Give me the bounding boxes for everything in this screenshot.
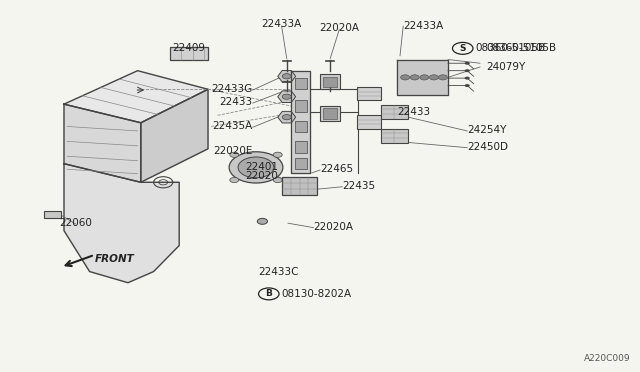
FancyBboxPatch shape <box>357 115 381 129</box>
Circle shape <box>229 152 283 183</box>
Text: 08360-5105B: 08360-5105B <box>475 44 545 53</box>
Polygon shape <box>278 91 296 103</box>
Text: 22433: 22433 <box>397 107 430 116</box>
Text: 22020: 22020 <box>246 171 278 181</box>
Circle shape <box>282 94 291 99</box>
FancyBboxPatch shape <box>320 74 340 89</box>
Text: 22433A: 22433A <box>403 21 444 31</box>
Circle shape <box>273 177 282 183</box>
Text: 22409: 22409 <box>172 44 205 53</box>
Polygon shape <box>397 60 448 95</box>
FancyBboxPatch shape <box>295 121 307 132</box>
Polygon shape <box>278 70 296 82</box>
Polygon shape <box>64 164 179 283</box>
Text: 22433G: 22433G <box>212 84 253 94</box>
Circle shape <box>429 75 438 80</box>
Polygon shape <box>278 111 296 123</box>
Polygon shape <box>291 71 310 173</box>
Circle shape <box>438 75 447 80</box>
Circle shape <box>230 177 239 183</box>
Text: 22020A: 22020A <box>314 222 354 232</box>
Text: B: B <box>266 289 272 298</box>
Circle shape <box>273 152 282 157</box>
FancyBboxPatch shape <box>295 78 307 89</box>
FancyBboxPatch shape <box>357 87 381 100</box>
Text: 24079Y: 24079Y <box>486 62 525 72</box>
FancyBboxPatch shape <box>295 141 307 153</box>
FancyBboxPatch shape <box>323 77 337 87</box>
Circle shape <box>238 157 274 178</box>
Text: 24254Y: 24254Y <box>467 125 507 135</box>
Circle shape <box>401 75 410 80</box>
Text: S: S <box>460 44 466 53</box>
Text: 22450D: 22450D <box>467 142 508 152</box>
Polygon shape <box>141 89 208 182</box>
Circle shape <box>465 84 470 87</box>
FancyBboxPatch shape <box>295 158 307 169</box>
Text: 22465: 22465 <box>320 164 353 174</box>
Text: 22435A: 22435A <box>212 122 253 131</box>
Circle shape <box>230 152 239 157</box>
Text: 22435: 22435 <box>342 181 376 191</box>
Circle shape <box>257 218 268 224</box>
FancyBboxPatch shape <box>320 106 340 121</box>
Text: A220C009: A220C009 <box>584 354 630 363</box>
Text: 22401: 22401 <box>245 163 278 172</box>
Circle shape <box>420 75 429 80</box>
Circle shape <box>282 115 291 120</box>
Text: 22020E: 22020E <box>213 146 253 155</box>
FancyBboxPatch shape <box>44 211 61 218</box>
FancyBboxPatch shape <box>381 105 408 119</box>
FancyBboxPatch shape <box>170 46 208 60</box>
FancyBboxPatch shape <box>323 108 337 119</box>
Text: 22020A: 22020A <box>319 23 359 33</box>
Polygon shape <box>64 71 208 123</box>
Text: 08360-5105B: 08360-5105B <box>486 44 557 53</box>
Text: 22433C: 22433C <box>258 267 299 276</box>
FancyBboxPatch shape <box>282 177 317 195</box>
Circle shape <box>282 74 291 79</box>
Text: 22433: 22433 <box>220 97 253 107</box>
Polygon shape <box>64 104 141 182</box>
Circle shape <box>410 75 419 80</box>
Text: 22433A: 22433A <box>262 19 301 29</box>
Text: 22060: 22060 <box>59 218 92 228</box>
Text: 08130-8202A: 08130-8202A <box>282 289 352 299</box>
Circle shape <box>465 62 470 65</box>
FancyBboxPatch shape <box>295 100 307 112</box>
Text: FRONT: FRONT <box>95 254 134 263</box>
Circle shape <box>465 77 470 80</box>
Circle shape <box>465 69 470 72</box>
FancyBboxPatch shape <box>381 129 408 143</box>
